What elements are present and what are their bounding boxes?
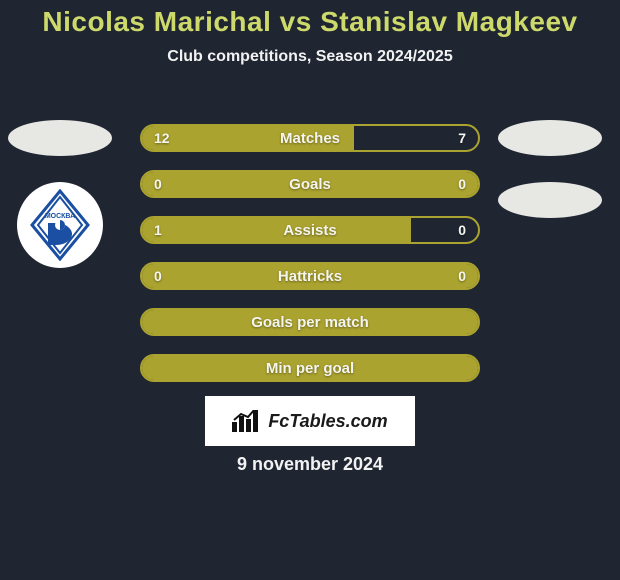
stat-value-left: 12 bbox=[154, 126, 170, 150]
stat-value-left: 0 bbox=[154, 172, 162, 196]
stat-label: Goals per match bbox=[142, 310, 478, 334]
stat-bar: Assists1 0 bbox=[140, 216, 480, 244]
club-avatar-right bbox=[498, 182, 602, 218]
right-player-column bbox=[490, 120, 610, 218]
stat-label: Matches bbox=[142, 126, 478, 150]
subtitle: Club competitions, Season 2024/2025 bbox=[0, 48, 620, 66]
comparison-card: Nicolas Marichal vs Stanislav Magkeev Cl… bbox=[0, 0, 620, 580]
stat-bar: Min per goal bbox=[140, 354, 480, 382]
stat-value-right: 0 bbox=[458, 264, 466, 288]
stat-value-right: 0 bbox=[458, 172, 466, 196]
crest-text: МОСКВА bbox=[45, 213, 75, 220]
brand-text: FcTables.com bbox=[268, 411, 387, 432]
stat-bar: Goals per match bbox=[140, 308, 480, 336]
stat-value-left: 0 bbox=[154, 264, 162, 288]
stat-label: Assists bbox=[142, 218, 478, 242]
club-badge-left: МОСКВА bbox=[17, 182, 103, 268]
stat-value-right: 0 bbox=[458, 218, 466, 242]
stat-bar: Goals0 0 bbox=[140, 170, 480, 198]
stat-value-right: 7 bbox=[458, 126, 466, 150]
player-avatar-right bbox=[498, 120, 602, 156]
page-title: Nicolas Marichal vs Stanislav Magkeev bbox=[0, 0, 620, 38]
stat-value-left: 1 bbox=[154, 218, 162, 242]
brand-badge: FcTables.com bbox=[205, 396, 415, 446]
stat-bars: Matches127Goals00Assists10Hattricks00Goa… bbox=[140, 124, 480, 382]
stat-bar: Hattricks0 0 bbox=[140, 262, 480, 290]
stat-label: Hattricks bbox=[142, 264, 478, 288]
dynamo-crest-icon: МОСКВА bbox=[30, 189, 90, 261]
stat-label: Goals bbox=[142, 172, 478, 196]
snapshot-date: 9 november 2024 bbox=[0, 454, 620, 475]
stat-bar: Matches12 7 bbox=[140, 124, 480, 152]
fctables-chart-icon bbox=[232, 410, 260, 432]
left-player-column: МОСКВА bbox=[0, 120, 120, 268]
stat-label: Min per goal bbox=[142, 356, 478, 380]
player-avatar-left bbox=[8, 120, 112, 156]
